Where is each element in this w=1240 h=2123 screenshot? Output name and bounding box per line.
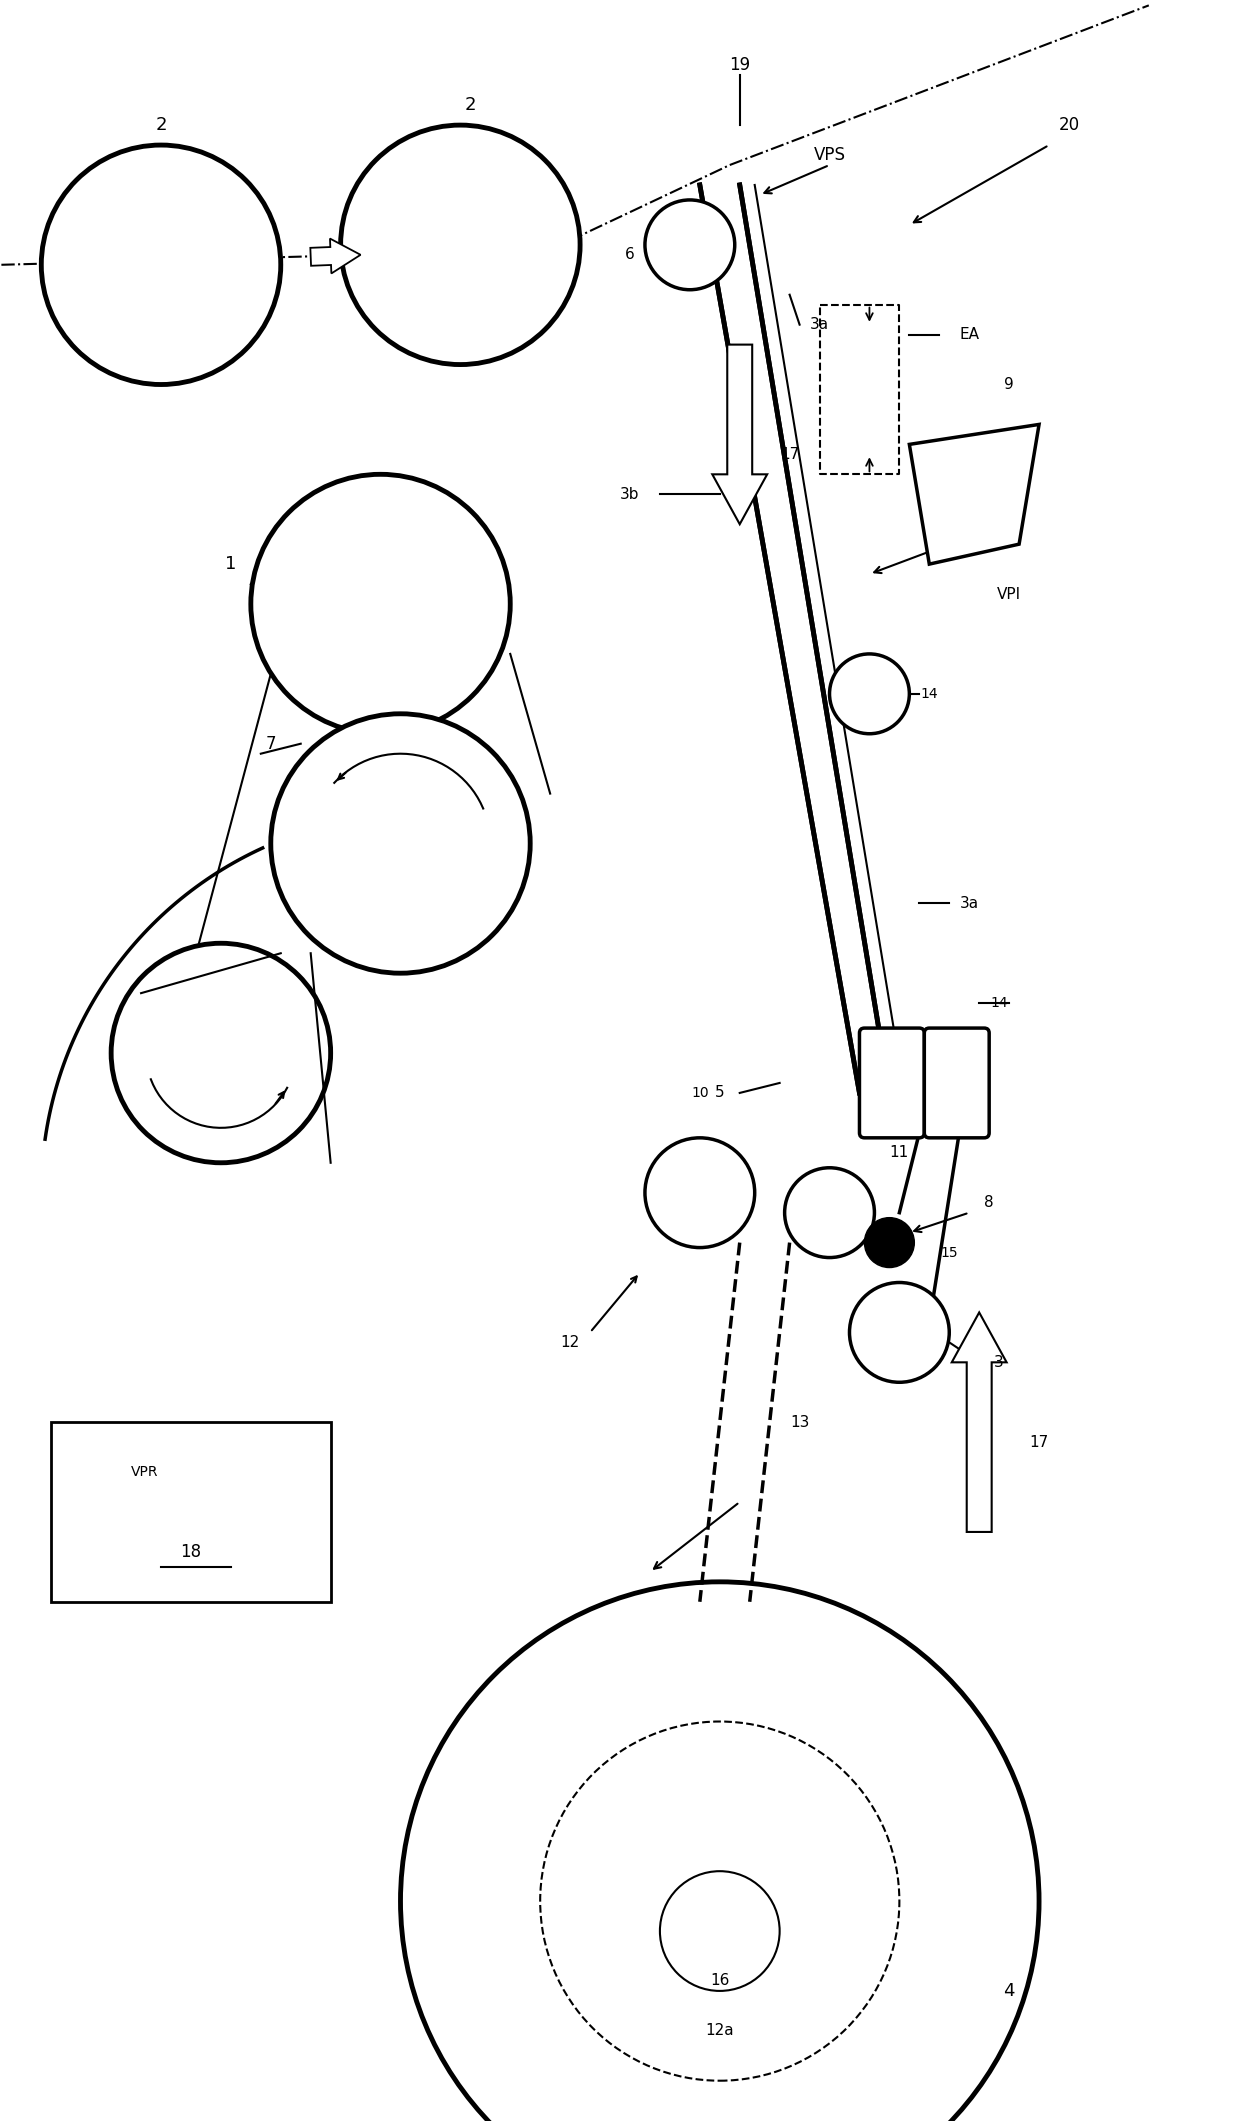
Text: 12a: 12a [706, 2023, 734, 2038]
Text: 10: 10 [691, 1087, 708, 1100]
FancyArrow shape [952, 1312, 1007, 1533]
Circle shape [849, 1282, 950, 1382]
Text: 3: 3 [994, 1354, 1004, 1369]
Circle shape [112, 943, 331, 1163]
Circle shape [341, 125, 580, 365]
Text: 14: 14 [991, 996, 1008, 1011]
Text: 4: 4 [1003, 1983, 1014, 2000]
Circle shape [270, 713, 531, 972]
Text: 15: 15 [940, 1246, 959, 1259]
Text: 14: 14 [920, 688, 939, 701]
Text: 17: 17 [1029, 1435, 1049, 1450]
Text: VPI: VPI [997, 586, 1022, 601]
Text: 2: 2 [155, 117, 167, 134]
Text: 17: 17 [780, 446, 800, 463]
Text: 20: 20 [1059, 117, 1080, 134]
Text: 9: 9 [1004, 378, 1014, 393]
Text: 13: 13 [790, 1414, 810, 1429]
Circle shape [830, 654, 909, 735]
Text: 5: 5 [715, 1085, 724, 1100]
Text: 2: 2 [465, 96, 476, 115]
Text: 12: 12 [560, 1335, 580, 1350]
Circle shape [645, 1138, 755, 1248]
Bar [51, 1422, 331, 1601]
Circle shape [645, 200, 735, 289]
Circle shape [864, 1219, 914, 1267]
Text: 6: 6 [625, 246, 635, 263]
Polygon shape [699, 185, 889, 1093]
Text: 11: 11 [890, 1144, 909, 1161]
Circle shape [250, 473, 510, 735]
Text: 8: 8 [985, 1195, 994, 1210]
FancyArrow shape [712, 344, 768, 524]
Text: 3a: 3a [810, 316, 828, 331]
Text: 7: 7 [265, 735, 277, 754]
FancyBboxPatch shape [859, 1028, 924, 1138]
FancyArrow shape [310, 238, 361, 274]
Circle shape [41, 144, 280, 384]
Circle shape [401, 1582, 1039, 2123]
Text: 3b: 3b [620, 486, 640, 501]
Polygon shape [909, 425, 1039, 565]
Circle shape [660, 1870, 780, 1991]
Text: 16: 16 [711, 1974, 729, 1989]
Text: VPR: VPR [131, 1465, 159, 1480]
Text: EA: EA [960, 327, 980, 342]
Circle shape [541, 1722, 899, 2081]
Circle shape [785, 1168, 874, 1257]
Text: 3a: 3a [960, 896, 978, 911]
Text: VPS: VPS [813, 146, 846, 163]
Text: 18: 18 [180, 1543, 202, 1560]
Text: 19: 19 [729, 55, 750, 74]
Text: 1: 1 [226, 554, 237, 573]
FancyBboxPatch shape [924, 1028, 990, 1138]
